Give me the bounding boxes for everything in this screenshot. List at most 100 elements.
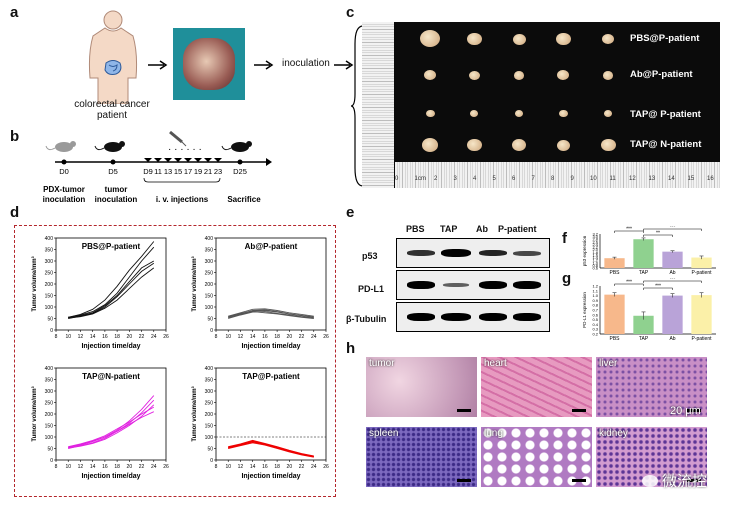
- tumor-specimen: [604, 110, 612, 117]
- x-tick-label: 26: [323, 464, 329, 470]
- row-label-pbs: PBS@P-patient: [630, 33, 700, 44]
- significance-bracket: [614, 230, 644, 233]
- x-axis-label: Injection time/day: [241, 473, 300, 480]
- x-tick-label: 14: [250, 464, 256, 470]
- x-axis-label: Injection time/day: [241, 343, 300, 350]
- series-line: [68, 395, 155, 448]
- p53-bar-chart: 0.60.81.01.21.41.61.82.02.22.42.62.83.03…: [582, 226, 716, 276]
- ruler-number: 6: [512, 176, 516, 182]
- y-tick-label: 200: [45, 282, 54, 288]
- blot-tubulin: [396, 302, 550, 332]
- patient-label-line2: patient: [96, 110, 128, 121]
- bar: [662, 251, 683, 268]
- mouse-icon-grey: [45, 141, 76, 152]
- y-tick-label: 150: [205, 294, 214, 300]
- x-tick-label: 18: [114, 334, 120, 340]
- x-tick-label: 16: [102, 464, 108, 470]
- panel-label-b: b: [10, 128, 20, 145]
- x-tick-label: 20: [287, 334, 293, 340]
- blot-pdl1: [396, 270, 550, 300]
- y-tick-label: 300: [205, 389, 214, 395]
- y-tick-label: 150: [45, 424, 54, 430]
- day-label: 23: [214, 167, 222, 176]
- y-tick-label: 0.6: [592, 312, 598, 317]
- tumor-specimen: [422, 138, 438, 152]
- series-line: [68, 241, 155, 318]
- ruler-number: 13: [648, 176, 656, 182]
- histology-tumor: tumor: [366, 357, 477, 417]
- y-tick-label: 400: [45, 236, 54, 242]
- significance-bracket: [643, 234, 673, 237]
- x-tick-label: 10: [225, 334, 231, 340]
- ruler-vertical: [362, 22, 394, 188]
- row-label-tap-p: TAP@ P-patient: [630, 109, 701, 120]
- day-label: D5: [108, 167, 118, 176]
- pdx-label-2: inoculation: [43, 195, 86, 204]
- y-tick-label: 0: [50, 328, 53, 334]
- ruler-number: 12: [629, 176, 636, 182]
- tumor-specimen: [512, 33, 526, 45]
- svg-text:· · · · · ·: · · · · · ·: [168, 144, 202, 155]
- ruler-number: 14: [668, 176, 675, 182]
- patient-figure-icon: [88, 10, 138, 104]
- tumor-specimen: [420, 30, 440, 47]
- bar: [633, 239, 654, 268]
- arrow-icon: [148, 60, 168, 70]
- tumor-specimen: [424, 70, 436, 81]
- panel-label-c: c: [346, 4, 355, 21]
- y-tick-label: 350: [45, 378, 54, 384]
- histology-spleen: spleen: [366, 427, 477, 487]
- significance-label: ***: [655, 284, 661, 290]
- x-tick-label: 20: [127, 464, 133, 470]
- series-line: [68, 262, 155, 319]
- tumor-specimen: [514, 71, 524, 80]
- y-tick-label: 400: [205, 236, 214, 242]
- y-axis-label: Tumor volume/mm³: [191, 256, 198, 311]
- ruler-number: 11: [609, 176, 616, 182]
- y-tick-label: 0.8: [592, 263, 598, 268]
- scale-bar: [457, 409, 471, 412]
- x-axis-label: Injection time/day: [81, 343, 140, 350]
- bar: [604, 294, 625, 334]
- y-tick-label: 0.6: [592, 266, 598, 271]
- iv-injections-label: i. v. injections: [156, 195, 209, 204]
- significance-bracket: [643, 228, 702, 231]
- y-tick-label: 1.8: [592, 250, 598, 255]
- panel-label-f: f: [562, 230, 567, 247]
- x-tick-label: 10: [65, 464, 71, 470]
- x-tick-label: 12: [78, 464, 84, 470]
- y-tick-label: 1.2: [592, 258, 598, 263]
- bar: [633, 315, 654, 334]
- significance-label: ***: [626, 227, 632, 233]
- x-tick-label: 18: [274, 334, 280, 340]
- timeline: · · · · · · D0 D5 D9 11 13 15 17 19 21 2…: [43, 130, 272, 204]
- panel-label-a: a: [10, 4, 19, 21]
- lane-label: TAP: [440, 224, 458, 234]
- tumor-specimen: [603, 71, 613, 80]
- x-tick-label: 20: [127, 334, 133, 340]
- x-tick-label: 8: [55, 334, 58, 340]
- y-tick-label: 0: [50, 458, 53, 464]
- series-line: [228, 310, 314, 318]
- y-tick-label: 0.4: [592, 322, 598, 327]
- protein-label-tubulin: β-Tubulin: [346, 314, 387, 324]
- tumor-label-1: tumor: [105, 185, 128, 194]
- y-tick-label: 2.2: [592, 245, 598, 250]
- x-tick-label: PBS: [609, 336, 620, 342]
- x-tick-label: 24: [311, 334, 317, 340]
- x-tick-label: 18: [274, 464, 280, 470]
- day-label: D9: [143, 167, 153, 176]
- lane-label: PBS: [406, 224, 425, 234]
- y-axis-label: Tumor volume/mm³: [31, 386, 38, 441]
- x-tick-label: 24: [311, 464, 317, 470]
- y-tick-label: 250: [205, 401, 214, 407]
- y-tick-label: 350: [45, 248, 54, 254]
- y-tick-label: 2.6: [592, 239, 598, 244]
- series-line: [68, 411, 154, 448]
- x-tick-label: 26: [163, 334, 169, 340]
- y-tick-label: 0: [210, 458, 213, 464]
- y-tick-label: 50: [47, 447, 53, 453]
- y-tick-label: 50: [207, 447, 213, 453]
- syringe-icon: · · · · · ·: [168, 130, 202, 155]
